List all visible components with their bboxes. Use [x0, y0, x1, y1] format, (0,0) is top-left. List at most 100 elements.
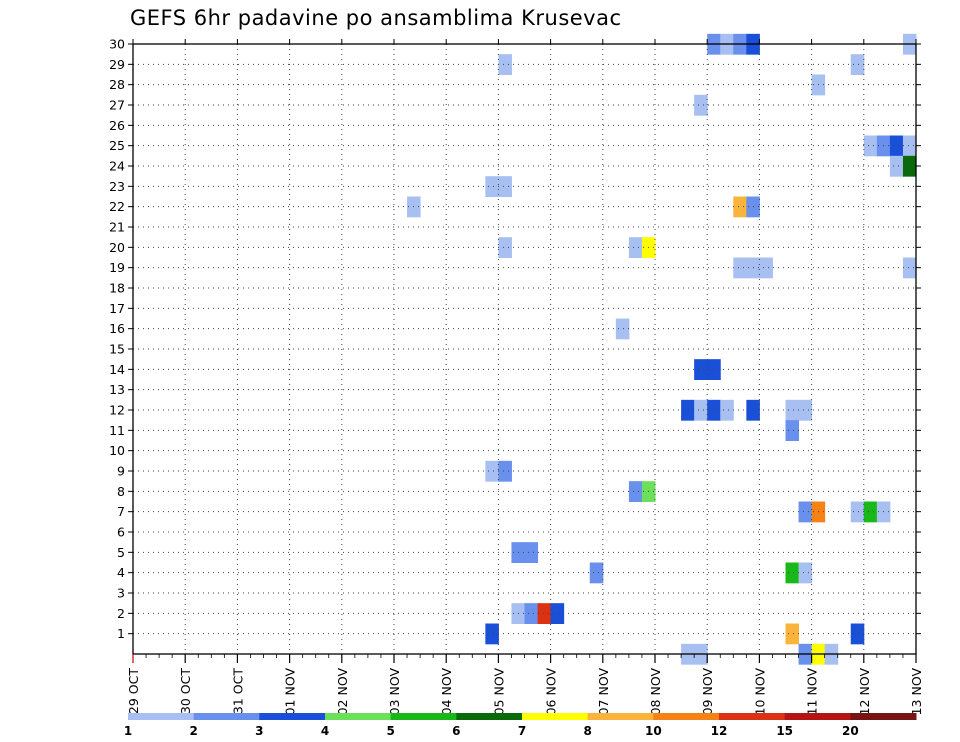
x-tick-label-12: 10 NOV: [752, 668, 767, 716]
y-tick-label-23: 23: [109, 179, 125, 194]
data-cell-50: [785, 562, 800, 584]
data-cell-54: [537, 603, 552, 624]
legend-label-6: 7: [518, 724, 526, 738]
y-tick-label-12: 12: [109, 403, 125, 418]
x-tick-label-8: 06 NOV: [544, 668, 559, 716]
data-cell-37: [785, 420, 800, 441]
y-tick-label-27: 27: [109, 98, 125, 113]
y-tick-label-29: 29: [109, 57, 125, 72]
legend-swatch-11: [850, 713, 917, 720]
legend-swatch-10: [784, 713, 851, 720]
legend-swatch-8: [653, 713, 720, 720]
data-cell-55: [550, 603, 565, 624]
x-tick-label-5: 03 NOV: [387, 668, 402, 716]
x-tick-label-15: 13 NOV: [909, 668, 924, 716]
y-tick-label-18: 18: [109, 281, 125, 296]
y-tick-label-6: 6: [117, 525, 125, 540]
y-tick-label-22: 22: [109, 199, 125, 214]
data-cell-31: [694, 399, 708, 421]
legend-label-2: 3: [255, 724, 263, 738]
chart-title: GEFS 6hr padavine po ansamblima Krusevac: [130, 6, 622, 30]
data-cell-58: [850, 623, 865, 645]
data-cell-36: [798, 399, 813, 421]
y-tick-label-3: 3: [117, 586, 125, 601]
y-tick-label-13: 13: [109, 382, 125, 397]
data-cell-38: [485, 460, 499, 482]
legend-swatch-0: [128, 713, 195, 720]
data-cell-5: [498, 54, 512, 75]
x-tick-label-10: 08 NOV: [648, 668, 663, 716]
x-tick-label-11: 09 NOV: [700, 668, 715, 716]
y-tick-label-26: 26: [109, 118, 125, 133]
data-cell-8: [694, 94, 708, 116]
legend-label-7: 8: [583, 724, 591, 738]
legend-swatch-1: [193, 713, 260, 720]
data-cell-53: [524, 603, 539, 624]
data-cell-21: [628, 237, 643, 258]
y-tick-label-14: 14: [109, 362, 125, 377]
data-cell-35: [785, 399, 800, 421]
data-cell-33: [720, 399, 734, 421]
data-cell-44: [850, 501, 865, 523]
y-tick-label-9: 9: [117, 464, 125, 479]
legend-label-8: 10: [645, 724, 662, 738]
data-cell-20: [498, 237, 512, 258]
x-tick-label-13: 11 NOV: [805, 668, 820, 716]
data-cell-14: [902, 155, 917, 177]
y-tick-label-1: 1: [117, 626, 125, 641]
y-tick-label-24: 24: [109, 159, 125, 174]
legend-label-10: 15: [776, 724, 793, 738]
data-cell-15: [485, 176, 499, 197]
data-cell-28: [694, 359, 708, 380]
legend-label-9: 12: [711, 724, 728, 738]
legend-swatch-3: [325, 713, 392, 720]
legend-label-4: 5: [386, 724, 394, 738]
x-tick-label-9: 07 NOV: [596, 668, 611, 716]
y-tick-label-30: 30: [109, 37, 125, 52]
data-cell-45: [863, 501, 878, 523]
legend-swatch-2: [259, 713, 326, 720]
data-cell-27: [615, 318, 630, 340]
x-tick-label-0: 29 OCT: [126, 668, 141, 714]
data-cell-23: [733, 257, 747, 279]
y-tick-label-16: 16: [109, 321, 125, 336]
legend-swatch-7: [587, 713, 654, 720]
legend-swatch-9: [719, 713, 786, 720]
y-tick-label-25: 25: [109, 138, 125, 153]
data-cell-25: [759, 257, 773, 279]
y-tick-label-11: 11: [109, 423, 125, 438]
y-tick-label-19: 19: [109, 260, 125, 275]
data-cell-16: [498, 176, 512, 197]
y-tick-label-8: 8: [117, 484, 125, 499]
y-tick-label-28: 28: [109, 77, 125, 92]
data-cell-30: [681, 399, 695, 421]
data-cell-9: [863, 135, 878, 157]
legend-swatch-5: [456, 713, 523, 720]
data-cell-26: [902, 257, 917, 279]
legend-swatch-4: [390, 713, 457, 720]
y-tick-label-10: 10: [109, 443, 125, 458]
x-tick-label-14: 12 NOV: [857, 668, 872, 716]
data-cell-42: [798, 501, 813, 523]
data-cell-51: [798, 562, 813, 584]
legend-label-3: 4: [321, 724, 329, 738]
legend-label-1: 2: [189, 724, 197, 738]
legend-label-0: 1: [124, 724, 132, 738]
y-tick-label-7: 7: [117, 504, 125, 519]
y-tick-label-21: 21: [109, 220, 125, 235]
data-cell-11: [889, 135, 904, 157]
x-tick-label-4: 02 NOV: [335, 668, 350, 716]
x-tick-label-3: 01 NOV: [283, 668, 298, 716]
x-tick-label-2: 31 OCT: [230, 668, 245, 714]
y-tick-label-15: 15: [109, 342, 125, 357]
data-cell-48: [524, 542, 539, 563]
x-tick-label-7: 05 NOV: [491, 668, 506, 716]
data-cell-49: [589, 562, 604, 584]
legend-label-11: 20: [842, 724, 859, 738]
data-cell-39: [498, 460, 512, 482]
x-tick-label-6: 04 NOV: [439, 668, 454, 716]
x-tick-label-1: 30 OCT: [178, 668, 193, 714]
legend-swatch-6: [522, 713, 589, 720]
y-tick-label-17: 17: [109, 301, 125, 316]
